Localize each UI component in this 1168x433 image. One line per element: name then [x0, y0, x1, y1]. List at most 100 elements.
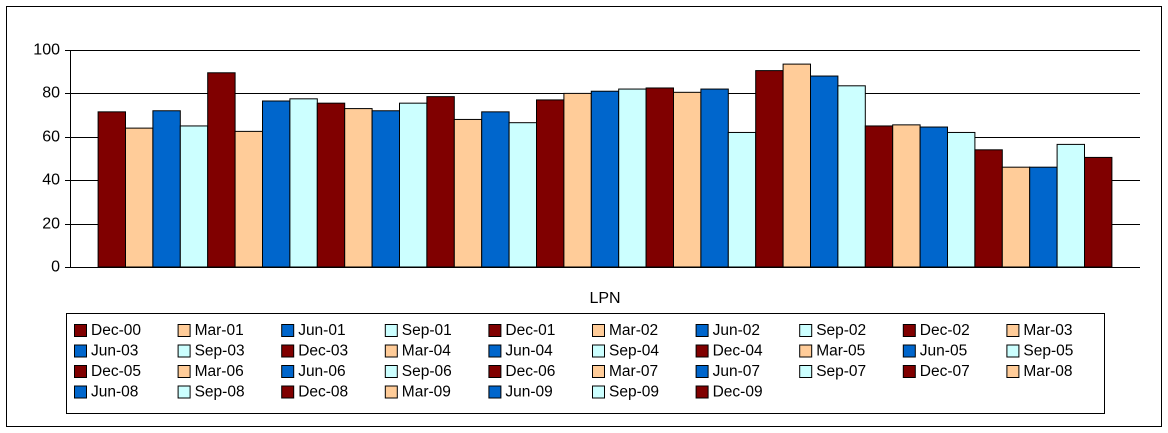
legend-label: Mar-05	[816, 343, 865, 360]
legend-swatch	[177, 365, 191, 378]
bar	[563, 92, 592, 268]
legend-label: Jun-04	[505, 343, 553, 360]
bar	[179, 125, 209, 268]
bar	[892, 124, 921, 268]
legend-swatch	[384, 365, 398, 378]
legend-label: Mar-04	[402, 343, 451, 360]
legend-label: Jun-09	[505, 384, 552, 401]
bar	[645, 87, 674, 268]
legend-label: Dec-01	[505, 322, 555, 339]
legend-swatch	[177, 385, 191, 399]
legend-label: Dec-03	[298, 343, 348, 360]
legend-label: Dec-06	[505, 363, 555, 380]
bar	[755, 70, 784, 268]
bar	[453, 118, 483, 268]
legend-swatch	[592, 344, 605, 358]
legend-label: Mar-09	[402, 384, 451, 401]
legend-swatch	[177, 344, 191, 358]
bar	[481, 111, 510, 268]
bar	[344, 108, 373, 268]
legend-swatch	[695, 344, 709, 358]
legend-label: Dec-00	[91, 322, 141, 339]
legend-swatch	[281, 365, 295, 378]
bar	[262, 100, 291, 268]
legend-swatch	[902, 365, 916, 378]
legend-swatch	[281, 324, 295, 337]
bar	[618, 88, 647, 268]
legend-swatch	[1006, 344, 1020, 358]
bar	[371, 110, 401, 268]
legend-label: Mar-07	[609, 363, 658, 380]
legend-label: Sep-01	[402, 322, 452, 339]
legend-label: Jun-01	[298, 322, 345, 339]
legend-label: Dec-08	[298, 384, 348, 401]
legend-swatch	[488, 324, 502, 337]
y-tick-label: 80	[42, 85, 60, 102]
legend-swatch	[384, 324, 398, 337]
legend-label: Dec-04	[713, 343, 763, 360]
bar	[97, 111, 126, 268]
bar	[782, 63, 811, 268]
legend-label: Sep-08	[195, 384, 245, 401]
legend-label: Jun-05	[920, 343, 967, 360]
bar	[1001, 166, 1031, 268]
legend-swatch	[74, 324, 87, 337]
legend-swatch	[488, 385, 502, 399]
legend-swatch	[281, 385, 295, 399]
legend-label: Sep-03	[195, 343, 245, 360]
legend-swatch	[1006, 324, 1020, 337]
legend-swatch	[902, 344, 916, 358]
legend-label: Dec-02	[920, 322, 970, 339]
legend-label: Mar-03	[1023, 322, 1072, 339]
legend-label: Mar-08	[1023, 363, 1072, 380]
legend-swatch	[1006, 365, 1020, 378]
y-tick-label: 100	[33, 42, 60, 59]
bar	[864, 125, 894, 268]
bar	[125, 127, 154, 268]
bar	[289, 98, 318, 268]
legend-swatch	[799, 365, 813, 378]
legend-box	[66, 313, 1105, 414]
legend-label: Sep-05	[1023, 343, 1073, 360]
bar	[207, 72, 236, 268]
bar	[727, 131, 757, 268]
legend-swatch	[384, 385, 398, 399]
legend-swatch	[488, 365, 502, 378]
bar	[1029, 166, 1058, 268]
x-tick-label: LPN	[589, 290, 620, 307]
legend-swatch	[902, 324, 916, 337]
bar	[508, 122, 538, 268]
bar	[1084, 156, 1113, 268]
bar	[316, 102, 346, 268]
legend-label: Dec-09	[713, 384, 763, 401]
y-tick-label: 20	[42, 216, 60, 233]
legend-label: Sep-02	[816, 322, 866, 339]
legend-swatch	[488, 344, 502, 358]
bar	[974, 149, 1003, 268]
legend-label: Dec-07	[920, 363, 970, 380]
legend-swatch	[74, 385, 87, 399]
legend-swatch	[695, 385, 709, 399]
bar	[837, 85, 866, 268]
legend-label: Mar-01	[195, 322, 244, 339]
legend-label: Sep-07	[816, 363, 866, 380]
bar	[152, 110, 181, 268]
bar	[947, 131, 976, 268]
legend-label: Jun-08	[91, 384, 138, 401]
legend-label: Dec-05	[91, 363, 141, 380]
legend-label: Mar-06	[195, 363, 244, 380]
legend-label: Jun-07	[713, 363, 760, 380]
bar	[234, 130, 264, 268]
bar	[426, 96, 455, 268]
legend-swatch	[281, 344, 295, 358]
legend-swatch	[799, 344, 813, 358]
legend-label: Sep-06	[402, 363, 452, 380]
legend-swatch	[695, 365, 709, 378]
legend-label: Sep-04	[609, 343, 659, 360]
legend-label: Jun-06	[298, 363, 345, 380]
legend-label: Mar-02	[609, 322, 658, 339]
legend-swatch	[799, 324, 813, 337]
legend-label: Sep-09	[609, 384, 659, 401]
bar	[673, 91, 702, 268]
